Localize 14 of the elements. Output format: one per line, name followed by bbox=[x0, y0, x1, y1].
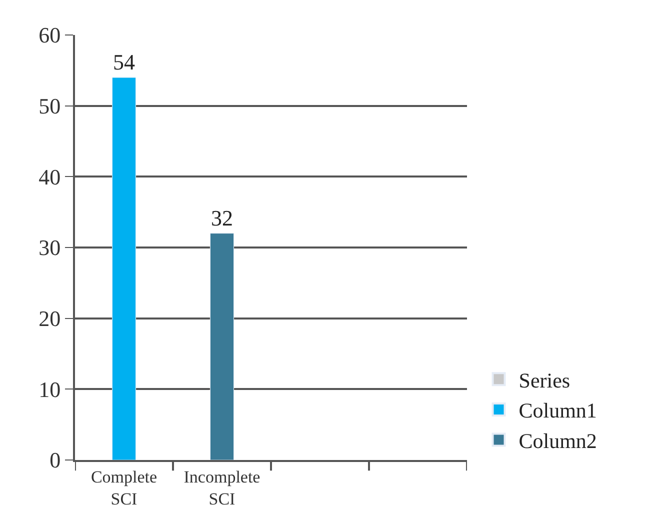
legend-label: Column2 bbox=[518, 428, 597, 453]
data-label: 32 bbox=[211, 205, 233, 230]
x-tick-label: Complete SCI bbox=[90, 467, 158, 508]
y-tick-label: 0 bbox=[50, 448, 61, 473]
y-tick-label: 40 bbox=[38, 164, 61, 190]
y-tick-label: 20 bbox=[38, 306, 61, 332]
x-tick-label: Incomplete SCI bbox=[184, 467, 260, 508]
y-tick-label: 30 bbox=[38, 235, 61, 260]
legend-label: Column1 bbox=[518, 398, 597, 423]
y-tick-label: 50 bbox=[38, 94, 61, 119]
legend-label: Series bbox=[518, 368, 570, 392]
data-label: 54 bbox=[113, 50, 135, 74]
y-tick-label: 10 bbox=[38, 376, 61, 402]
y-tick-label: 60 bbox=[38, 22, 61, 48]
